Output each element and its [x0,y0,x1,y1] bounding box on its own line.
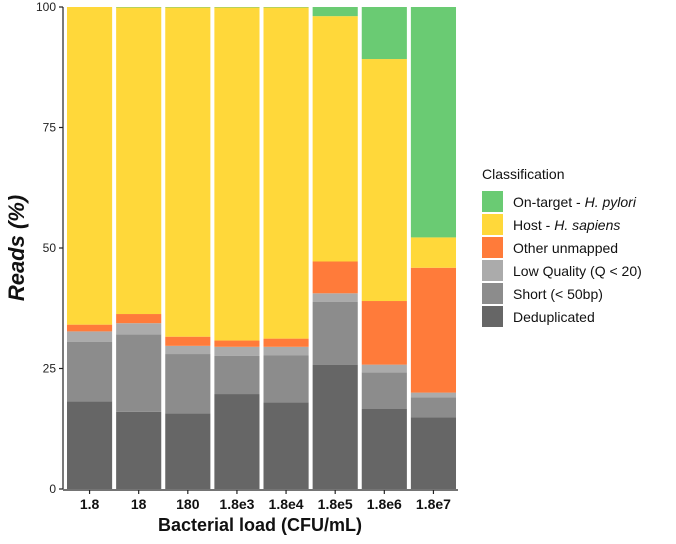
legend-key-short [482,283,503,304]
bar-segment-low-quality-q-20-1-8e7 [410,392,457,398]
x-tick-label: 180 [176,496,200,512]
bar-segment-host-h-sapiens-1-8 [67,7,113,325]
bar-segment-short-50bp-1-8 [67,341,113,402]
bar-segment-short-50bp-1-8e3 [214,355,260,395]
legend: Classification On-target - H. pylori Hos… [482,166,642,328]
bar-segment-deduplicated-1-8 [67,401,113,489]
bar-segment-low-quality-q-20-1-8 [67,331,113,342]
bar-segment-host-h-sapiens-1-8e4 [263,7,309,339]
bar-segment-other-unmapped-1-8e7 [410,267,457,393]
bar-segment-deduplicated-1-8e3 [214,394,260,489]
y-axis-title: Reads (%) [4,195,29,301]
x-tick-label: 1.8e6 [367,496,402,512]
bar-segment-host-h-sapiens-1-8e3 [214,7,260,341]
bar-segment-low-quality-q-20-18 [116,323,162,335]
x-tick-label: 1.8e5 [318,496,353,512]
bar-segment-host-h-sapiens-18 [116,7,162,315]
x-tick-label: 1.8e7 [416,496,451,512]
bar-segment-low-quality-q-20-1-8e6 [361,364,407,373]
bar-segment-short-50bp-1-8e5 [312,301,358,365]
legend-item-short: Short (< 50bp) [482,282,642,305]
legend-label-low-quality: Low Quality (Q < 20) [513,262,642,279]
bar-segment-other-unmapped-1-8 [67,324,113,332]
bar-segment-other-unmapped-1-8e6 [361,301,407,365]
x-tick-label: 1.8e3 [219,496,254,512]
legend-label-deduplicated: Deduplicated [513,308,595,325]
bar-segment-short-50bp-1-8e4 [263,355,309,403]
bar-segment-host-h-sapiens-1-8e6 [361,59,407,302]
legend-label-short: Short (< 50bp) [513,285,603,302]
legend-title: Classification [482,166,565,182]
legend-item-on-target: On-target - H. pylori [482,190,642,213]
y-tick-label: 100 [36,0,56,14]
bar-segment-other-unmapped-18 [116,314,162,324]
x-axis-title: Bacterial load (CFU/mL) [158,515,362,535]
bar-segment-low-quality-q-20-1-8e4 [263,346,309,356]
bar-segment-short-50bp-1-8e6 [361,372,407,409]
y-tick-label: 25 [43,362,57,376]
legend-label-other-unmapped: Other unmapped [513,239,619,256]
bar-segment-deduplicated-1-8e7 [410,417,457,489]
bar-segment-host-h-sapiens-1-8e7 [410,237,457,268]
y-tick-label: 0 [49,482,56,496]
x-tick-label: 1.8 [80,496,100,512]
bar-segment-on-target-h-pylori-1-8e6 [361,7,407,60]
legend-key-on-target [482,191,503,212]
legend-items: On-target - H. pylori Host - H. sapiens … [482,190,642,328]
bar-segment-deduplicated-180 [165,413,211,489]
legend-item-deduplicated: Deduplicated [482,305,642,328]
legend-key-host [482,214,503,235]
bar-segment-other-unmapped-1-8e5 [312,261,358,294]
legend-key-deduplicated [482,306,503,327]
bar-segment-short-50bp-18 [116,334,162,412]
bar-segment-low-quality-q-20-180 [165,345,211,355]
bar-segment-deduplicated-1-8e5 [312,364,358,489]
legend-item-host: Host - H. sapiens [482,213,642,236]
y-axis: 0 25 50 75 100 [36,0,64,496]
bar-segment-short-50bp-1-8e7 [410,397,457,418]
bar-segment-host-h-sapiens-1-8e5 [312,16,358,262]
bar-segment-on-target-h-pylori-1-8e7 [410,7,457,238]
plot-area [67,7,457,489]
bar-segment-other-unmapped-1-8e3 [214,340,260,347]
bar-segment-other-unmapped-1-8e4 [263,338,309,347]
legend-label-host: Host - H. sapiens [513,216,621,233]
bar-segment-low-quality-q-20-1-8e5 [312,293,358,302]
bar-segment-host-h-sapiens-180 [165,7,211,337]
y-tick-label: 50 [43,241,57,255]
bar-segment-other-unmapped-180 [165,336,211,346]
bar-segment-deduplicated-18 [116,411,162,489]
legend-item-low-quality: Low Quality (Q < 20) [482,259,642,282]
legend-item-other-unmapped: Other unmapped [482,236,642,259]
x-axis: 1.8 18 180 1.8e3 1.8e4 1.8e5 1.8e6 1.8e7 [63,489,458,512]
legend-label-on-target: On-target - H. pylori [513,193,636,210]
bar-segment-short-50bp-180 [165,354,211,414]
bar-segment-on-target-h-pylori-1-8e5 [312,7,358,17]
x-tick-label: 1.8e4 [269,496,304,512]
bar-segment-deduplicated-1-8e4 [263,402,309,489]
bar-segment-deduplicated-1-8e6 [361,408,407,489]
legend-key-other-unmapped [482,237,503,258]
x-tick-label: 18 [131,496,147,512]
bar-segment-low-quality-q-20-1-8e3 [214,346,260,356]
y-tick-label: 75 [43,121,57,135]
legend-key-low-quality [482,260,503,281]
